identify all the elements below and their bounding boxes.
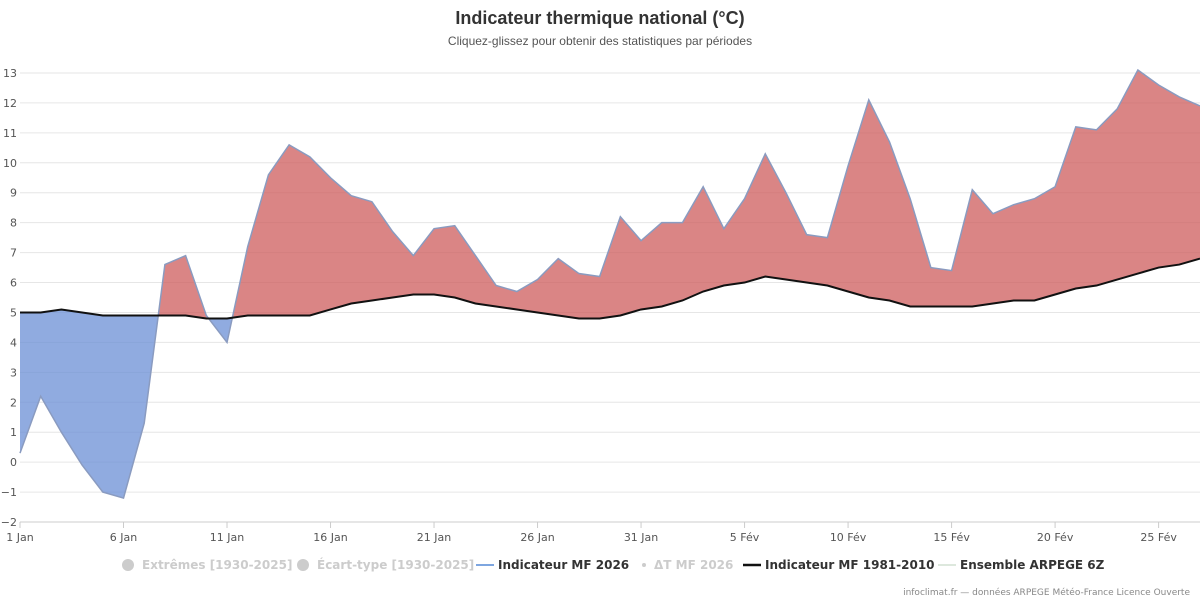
chart-title: Indicateur thermique national (°C)	[455, 8, 744, 28]
x-tick-label: 21 Jan	[417, 531, 451, 544]
y-tick-label: 2	[10, 396, 17, 409]
series-line-mf-2026	[19, 68, 1200, 499]
legend-label: Ensemble ARPEGE 6Z	[960, 558, 1105, 572]
y-tick-label: −2	[1, 516, 17, 529]
legend-label: Indicateur MF 2026	[498, 558, 629, 572]
x-tick-label: 31 Jan	[624, 531, 658, 544]
y-tick-label: 1	[10, 426, 17, 439]
legend-circle-icon	[122, 559, 134, 571]
x-tick-label: 16 Jan	[313, 531, 347, 544]
legend-item[interactable]: ΔT MF 2026	[642, 558, 733, 572]
x-tick-label: 11 Jan	[210, 531, 244, 544]
warm-anomaly-area	[20, 70, 1200, 319]
x-tick-label: 26 Jan	[520, 531, 554, 544]
y-tick-label: 12	[3, 97, 17, 110]
legend-item[interactable]: Écart-type [1930-2025]	[297, 557, 474, 572]
x-tick-label: 15 Fév	[933, 531, 970, 544]
x-tick-label: 1 Jan	[6, 531, 33, 544]
legend-label: Extrêmes [1930-2025]	[142, 558, 292, 572]
y-tick-label: 4	[10, 336, 17, 349]
x-tick-label: 10 Fév	[830, 531, 867, 544]
x-tick-label: 6 Jan	[110, 531, 137, 544]
anomaly-areas	[20, 70, 1200, 499]
y-tick-label: 10	[3, 157, 17, 170]
series-line-mf-1981-2010	[20, 257, 1200, 320]
y-tick-label: 11	[3, 127, 17, 140]
legend-circle-icon	[297, 559, 309, 571]
legend: Extrêmes [1930-2025] Écart-type [1930-202…	[122, 557, 1105, 572]
credits[interactable]: infoclimat.fr — données ARPEGE Météo-Fra…	[903, 587, 1190, 598]
x-tick-label: 20 Fév	[1037, 531, 1074, 544]
legend-label: Indicateur MF 1981-2010	[765, 558, 935, 572]
legend-dot-icon	[642, 563, 646, 567]
y-tick-label: 6	[10, 277, 17, 290]
gridlines	[20, 72, 1200, 523]
y-tick-label: 7	[10, 247, 17, 260]
y-tick-label: 3	[10, 366, 17, 379]
legend-label: Écart-type [1930-2025]	[317, 557, 474, 572]
y-tick-label: 5	[10, 306, 17, 319]
legend-item[interactable]: Indicateur MF 2026	[476, 558, 629, 572]
legend-item[interactable]: Ensemble ARPEGE 6Z	[938, 558, 1105, 572]
y-tick-label: −1	[1, 486, 17, 499]
y-tick-label: 0	[10, 456, 17, 469]
chart-subtitle: Cliquez-glissez pour obtenir des statist…	[448, 34, 752, 48]
legend-item[interactable]: Extrêmes [1930-2025]	[122, 558, 292, 572]
y-tick-label: 13	[3, 67, 17, 80]
legend-item[interactable]: Indicateur MF 1981-2010	[743, 558, 935, 572]
x-tick-label: 5 Fév	[730, 531, 760, 544]
x-tick-label: 25 Fév	[1140, 531, 1177, 544]
x-axis: 1 Jan 6 Jan 11 Jan 16 Jan 21 Jan 26 Jan 31 Jan…	[6, 521, 1200, 544]
legend-label: ΔT MF 2026	[654, 558, 733, 572]
series-lines	[19, 68, 1200, 499]
y-tick-label: 9	[10, 187, 17, 200]
y-tick-label: 8	[10, 217, 17, 230]
